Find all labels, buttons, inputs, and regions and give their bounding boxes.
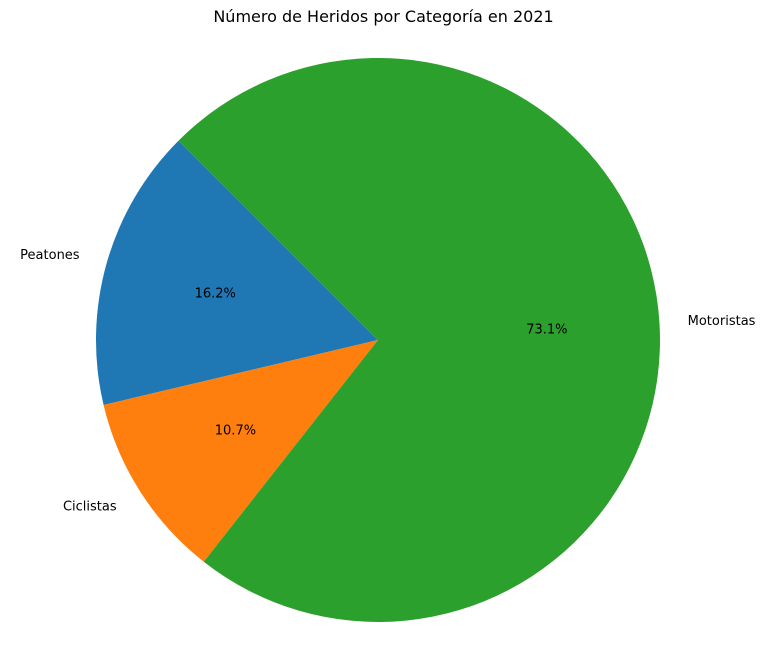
pie-percent-label-motoristas: 73.1% (526, 322, 567, 337)
pie-category-label-motoristas: Motoristas (688, 314, 756, 329)
pie-slice-motoristas (178, 57, 660, 622)
pie-category-label-ciclistas: Ciclistas (63, 500, 117, 515)
pie-category-label-peatones: Peatones (20, 248, 80, 263)
pie-percent-label-ciclistas: 10.7% (215, 424, 256, 439)
pie-slice-peatones (96, 140, 378, 405)
chart-title: Número de Heridos por Categoría en 2021 (213, 7, 554, 26)
pie-percent-label-peatones: 16.2% (195, 286, 236, 301)
pie-slice-ciclistas (103, 340, 379, 562)
